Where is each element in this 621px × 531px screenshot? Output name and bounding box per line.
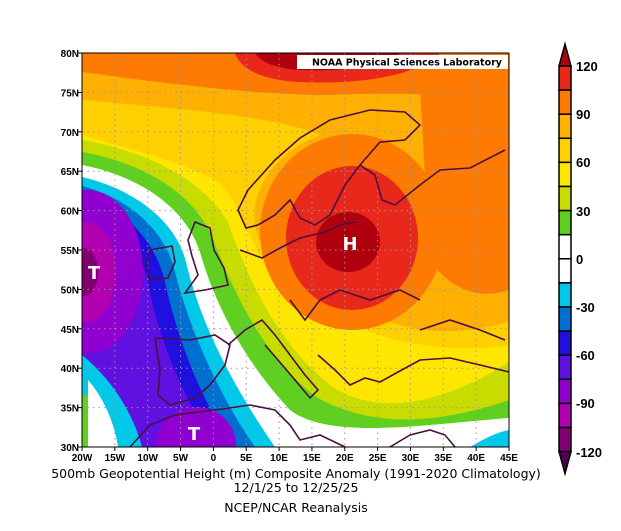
colorbar-label: 60 [576,155,590,170]
source-label: NOAA Physical Sciences Laboratory [312,58,503,69]
lon-tick-label: 5W [173,453,189,464]
east-ring-90 [420,90,509,294]
lat-tick-label: 65N [61,167,79,178]
lon-tick-label: 5E [240,453,253,464]
lon-tick-label: 45E [500,453,518,464]
colorbar-swatch [558,354,572,381]
colorbar-swatch [558,402,572,429]
lat-tick-label: 75N [61,88,79,99]
colorbar-swatch [558,258,572,284]
lat-tick-label: 35N [61,404,79,415]
lat-tick-label: 80N [61,49,79,60]
lon-tick-label: 10E [270,453,288,464]
lon-tick-label: 35E [434,453,452,464]
west-low-105 [82,222,116,322]
colorbar-swatch [558,378,572,405]
west-low-120 [82,248,98,296]
se-cyan [470,430,509,447]
lon-tick-label: 15E [303,453,321,464]
sw-white [88,380,118,447]
low-center-label-south: T [188,424,201,445]
colorbar-over-triangle [558,41,572,67]
colorbar-swatch [558,89,572,115]
colorbar-label: 0 [576,252,583,267]
coastlines [129,109,509,447]
colorbar-swatch [558,137,572,164]
colorbar-swatch [558,330,572,356]
figure-title: 500mb Geopotential Height (m) Composite … [51,466,541,481]
lat-tick-label: 30N [61,443,79,454]
sw-green [82,395,88,447]
colorbar-label: 120 [576,59,598,74]
south-low-75 [156,407,236,447]
high-center-label: H [342,234,357,255]
colorbar-swatch [558,426,572,453]
lat-tick-label: 50N [61,285,79,296]
lon-tick-label: 10W [137,453,158,464]
colorbar-swatch [558,113,572,140]
lat-tick-label: 70N [61,128,79,139]
dataset-label: NCEP/NCAR Reanalysis [224,500,367,515]
colorbar-under-triangle [558,450,572,477]
colorbar-label: 30 [576,204,590,219]
colorbar-swatch [558,65,572,91]
colorbar [558,41,572,477]
date-range: 12/1/25 to 12/25/25 [234,480,359,495]
colorbar-swatch [558,209,572,236]
colorbar-label: -120 [576,445,602,460]
lon-tick-label: 0 [211,453,217,464]
lat-tick-label: 55N [61,246,79,257]
lat-tick-label: 45N [61,325,79,336]
lon-tick-label: 20W [72,453,93,464]
low-center-label-west: T [88,263,101,284]
colorbar-swatch [558,282,572,308]
colorbar-label: -30 [576,300,595,315]
colorbar-swatch [558,306,572,332]
lat-tick-label: 40N [61,364,79,375]
colorbar-label: 90 [576,107,590,122]
map-axes: 20W 15W 10W 5W 0 5E 10E 15E 20E 25E 30E 35E 40E 45E 30… [61,49,519,464]
lon-tick-label: 30E [402,453,420,464]
colorbar-labels: 120 90 60 30 0 -30 -60 -90 -120 [576,59,602,460]
lon-tick-label: 20E [336,453,354,464]
lat-tick-label: 60N [61,207,79,218]
lon-tick-label: 25E [369,453,387,464]
colorbar-label: -60 [576,348,595,363]
source-label-box [297,55,508,69]
colorbar-swatch [558,233,572,260]
lon-tick-label: 15W [105,453,126,464]
colorbar-label: -90 [576,396,595,411]
lon-tick-label: 40E [467,453,485,464]
colorbar-swatch [558,161,572,188]
high-core-120 [316,212,380,272]
contour-fills: H T T NOAA Physical Sciences Laboratory [82,53,509,447]
colorbar-swatch [558,185,572,212]
